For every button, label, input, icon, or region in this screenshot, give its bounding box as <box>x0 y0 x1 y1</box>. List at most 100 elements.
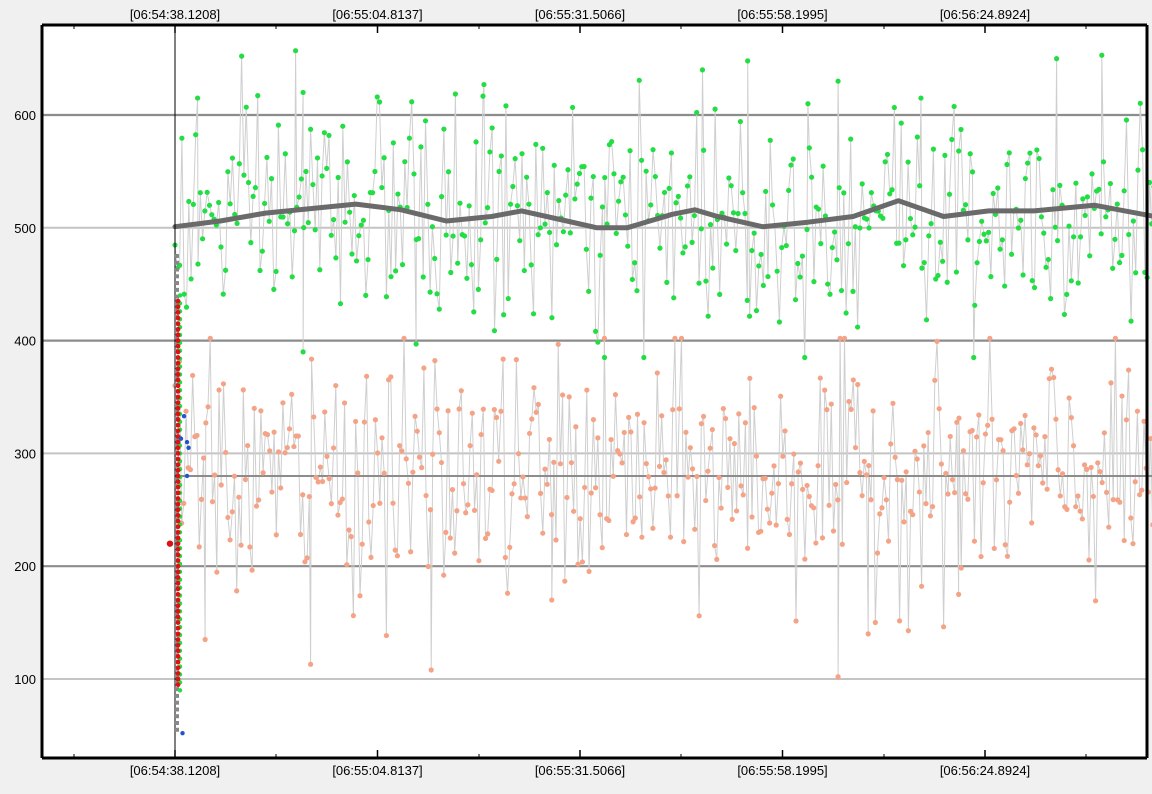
point-green-126 <box>450 233 455 238</box>
point-salmon-22 <box>219 482 224 487</box>
point-salmon-336 <box>899 478 904 483</box>
point-salmon-306 <box>835 674 840 679</box>
point-salmon-253 <box>721 406 726 411</box>
point-salmon-191 <box>584 387 589 392</box>
point-green-210 <box>639 158 644 163</box>
point-green-413 <box>1089 171 1094 176</box>
point-salmon-444 <box>1135 409 1140 414</box>
point-salmon-431 <box>1106 525 1111 530</box>
point-salmon-51 <box>283 450 288 455</box>
point-salmon-419 <box>1080 516 1085 521</box>
point-salmon-333 <box>893 455 898 460</box>
point-green-193 <box>602 355 607 360</box>
burst-red-230 <box>176 530 181 535</box>
point-salmon-143 <box>481 407 486 412</box>
point-green-326 <box>896 241 901 246</box>
point-salmon-189 <box>580 559 585 564</box>
burst-red-195 <box>176 569 181 574</box>
point-salmon-290 <box>802 557 807 562</box>
point-salmon-245 <box>703 498 708 503</box>
burst-gray-469 <box>174 261 179 265</box>
point-green-141 <box>483 220 488 225</box>
point-green-269 <box>770 202 775 207</box>
point-green-108 <box>411 171 416 176</box>
point-green-190 <box>595 340 600 345</box>
point-salmon-225 <box>659 413 664 418</box>
point-green-220 <box>662 190 667 195</box>
point-salmon-301 <box>826 503 831 508</box>
point-green-223 <box>669 150 674 155</box>
point-salmon-308 <box>840 542 845 547</box>
point-green-208 <box>634 288 639 293</box>
point-salmon-104 <box>397 443 402 448</box>
burst-red-435 <box>176 299 181 304</box>
point-salmon-193 <box>589 490 594 495</box>
point-salmon-20 <box>214 570 219 575</box>
point-green-237 <box>700 67 705 72</box>
point-salmon-294 <box>811 505 816 510</box>
point-salmon-165 <box>529 416 534 421</box>
point-green-62 <box>306 220 311 225</box>
burst-red-210 <box>176 553 181 558</box>
point-salmon-424 <box>1091 494 1096 499</box>
point-green-10 <box>195 95 200 100</box>
point-green-35 <box>251 194 256 199</box>
point-green-403 <box>1066 223 1071 228</box>
point-salmon-236 <box>683 430 688 435</box>
point-salmon-334 <box>895 477 900 482</box>
point-salmon-392 <box>1020 447 1025 452</box>
point-green-294 <box>825 281 830 286</box>
point-green-257 <box>745 298 750 303</box>
point-salmon-257 <box>730 517 735 522</box>
burst-red-420 <box>176 316 181 321</box>
point-salmon-52 <box>285 445 290 450</box>
burst-red-415 <box>176 321 181 326</box>
point-green-149 <box>501 312 506 317</box>
point-green-392 <box>1043 265 1048 270</box>
point-salmon-218 <box>644 461 649 466</box>
point-salmon-401 <box>1040 480 1045 485</box>
point-green-423 <box>1110 266 1115 271</box>
point-green-280 <box>795 261 800 266</box>
point-green-106 <box>407 136 412 141</box>
point-salmon-172 <box>545 482 550 487</box>
point-salmon-404 <box>1047 376 1052 381</box>
point-green-143 <box>487 149 492 154</box>
point-salmon-371 <box>974 434 979 439</box>
point-green-53 <box>292 228 297 233</box>
point-green-277 <box>788 162 793 167</box>
point-salmon-38 <box>254 504 259 509</box>
point-green-391 <box>1041 231 1046 236</box>
point-salmon-122 <box>434 406 439 411</box>
point-salmon-355 <box>941 624 946 629</box>
point-salmon-124 <box>439 460 444 465</box>
point-green-156 <box>517 238 522 243</box>
point-salmon-239 <box>690 466 695 471</box>
point-green-375 <box>1004 162 1009 167</box>
point-green-259 <box>747 314 752 319</box>
point-salmon-109 <box>408 549 413 554</box>
point-salmon-379 <box>992 546 997 551</box>
point-green-339 <box>924 317 929 322</box>
point-salmon-280 <box>780 454 785 459</box>
point-salmon-127 <box>445 408 450 413</box>
point-salmon-318 <box>862 459 867 464</box>
point-green-214 <box>648 202 653 207</box>
point-green-8 <box>191 202 196 207</box>
point-salmon-25 <box>225 515 230 520</box>
point-green-411 <box>1085 194 1090 199</box>
point-salmon-422 <box>1086 557 1091 562</box>
point-green-59 <box>300 349 305 354</box>
point-green-32 <box>244 105 249 110</box>
point-green-227 <box>678 215 683 220</box>
point-salmon-35 <box>247 544 252 549</box>
point-salmon-322 <box>868 497 873 502</box>
burst-gray-55 <box>174 728 179 732</box>
point-green-162 <box>531 311 536 316</box>
point-green-362 <box>974 260 979 265</box>
point-green-63 <box>308 127 313 132</box>
point-salmon-351 <box>932 378 937 383</box>
point-green-7 <box>188 276 193 281</box>
point-green-241 <box>708 222 713 227</box>
point-salmon-27 <box>230 509 235 514</box>
